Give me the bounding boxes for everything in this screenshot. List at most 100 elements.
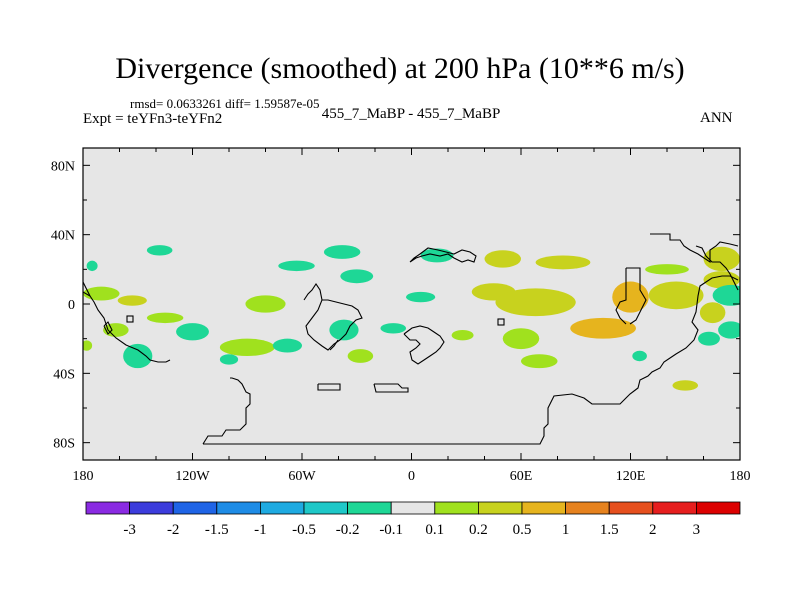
anomaly-contour [83, 340, 93, 351]
x-tick-label: 60W [288, 469, 316, 484]
page-title: Divergence (smoothed) at 200 hPa (10**6 … [115, 52, 685, 85]
colorbar-swatch [608, 501, 654, 515]
anomaly-contour [648, 281, 704, 310]
colorbar-label: -2 [167, 522, 180, 538]
anomaly-contour [718, 321, 740, 339]
anomaly-contour [712, 284, 740, 306]
anomaly-contour [86, 260, 98, 272]
anomaly-contour [612, 281, 649, 313]
anomaly-contour [380, 323, 407, 334]
case-label: 455_7_MaBP - 455_7_MaBP [321, 106, 501, 122]
island-atlantic [497, 318, 505, 326]
anomaly-contour [535, 255, 591, 270]
colorbar-label: -0.1 [379, 522, 403, 538]
anomaly-contour [645, 264, 689, 275]
colorbar-label: 1.5 [600, 522, 619, 538]
anomaly-contour [323, 245, 361, 259]
anomaly-contour [278, 260, 315, 272]
colorbar: -3 -2 -1.5 -1 -0.5 -0.2 -0.1 0.1 0.2 0.5 1 1.5 2 3 [85, 501, 741, 538]
coastline-americas-west [83, 291, 171, 363]
colorbar-label: 1 [562, 522, 570, 538]
colorbar-swatch [477, 501, 523, 515]
x-tick-label: 120E [616, 469, 646, 484]
colorbar-swatch [652, 501, 697, 515]
season-label: ANN [700, 110, 733, 126]
coastline-central-america [83, 281, 91, 297]
x-tick-label: 60E [510, 469, 533, 484]
coastlines [83, 233, 739, 445]
anomaly-contour [570, 317, 636, 339]
coastline-antarctic-b [373, 383, 409, 393]
anomaly-contour [672, 380, 699, 391]
anomaly-contour [347, 349, 374, 363]
colorbar-swatch [434, 501, 479, 515]
colorbar-label: 2 [649, 522, 657, 538]
anomaly-contour [272, 338, 302, 353]
colorbar-swatch [259, 501, 305, 515]
x-tick-label: 180 [730, 469, 751, 484]
anomaly-contour [146, 245, 173, 256]
anomaly-contour [521, 354, 558, 369]
coastline-antilles [329, 339, 339, 351]
anomaly-contour [146, 312, 184, 324]
colorbar-label: 0.2 [469, 522, 488, 538]
axes: 180 120W 60W 0 60E 120E 180 80N 40N 0 40S 80S [51, 148, 751, 484]
anomaly-contour [451, 330, 474, 341]
coastline-caribbean-islands [103, 321, 113, 335]
colorbar-swatch [129, 501, 174, 515]
anomaly-contour [83, 286, 120, 301]
anomaly-contour [103, 323, 129, 337]
anomaly-contour [340, 269, 374, 284]
anomaly-contour [632, 350, 647, 362]
coastline-asia-south [626, 267, 647, 325]
coastline-antarctica-shelf [203, 275, 739, 445]
x-tick-label: 0 [408, 469, 415, 484]
colorbar-swatch [347, 501, 392, 515]
coastline-africa-north [409, 247, 477, 263]
y-tick-label: 80N [51, 159, 75, 174]
anomaly-contour [699, 302, 726, 324]
experiment-label: Expt = teYFn3-teYFn2 [83, 111, 223, 127]
anomaly-contour [329, 319, 359, 341]
colorbar-label: -3 [123, 522, 136, 538]
coastline-indochina [615, 268, 627, 325]
coastline-south-america [303, 283, 363, 351]
coastline-antarctica [202, 377, 251, 445]
colorbar-swatch [216, 501, 261, 515]
anomaly-contour [176, 323, 209, 341]
y-tick-label: 80S [53, 437, 75, 452]
stats-line: rmsd= 0.0633261 diff= 1.59587e-05 [130, 96, 320, 111]
y-tick-label: 40S [53, 367, 75, 382]
coastline-antarctic-a [317, 383, 341, 391]
colorbar-label: -1.5 [205, 522, 229, 538]
colorbar-swatch [172, 501, 218, 515]
colorbar-swatch [696, 501, 741, 515]
anomaly-contour [117, 295, 147, 306]
x-tick-label: 180 [73, 469, 94, 484]
colorbar-label: -0.5 [292, 522, 316, 538]
y-tick-label: 0 [68, 298, 75, 313]
anomaly-contour [219, 354, 239, 365]
anomaly-contour [484, 250, 521, 268]
coastline-asia-east [650, 233, 739, 264]
anomaly-contour [406, 291, 436, 303]
anomaly-contour [219, 338, 275, 357]
anomaly-contour [502, 328, 540, 350]
colorbar-swatch [303, 501, 348, 515]
anomaly-contour [698, 331, 720, 346]
coastline-east-asia-right [695, 245, 739, 291]
x-tick-label: 120W [175, 469, 210, 484]
colorbar-swatch [521, 501, 566, 515]
colorbar-swatch [565, 501, 610, 515]
anomaly-contour [123, 343, 153, 369]
colorbar-label: -0.2 [336, 522, 360, 538]
colorbar-swatch [390, 501, 436, 515]
colorbar-swatch [85, 501, 130, 515]
coastline-southern-africa [403, 325, 445, 365]
colorbar-label: 0.5 [513, 522, 532, 538]
colorbar-label: 0.1 [425, 522, 444, 538]
colorbar-label: -1 [254, 522, 267, 538]
colorbar-label: 3 [693, 522, 701, 538]
anomaly-contour [703, 246, 740, 272]
